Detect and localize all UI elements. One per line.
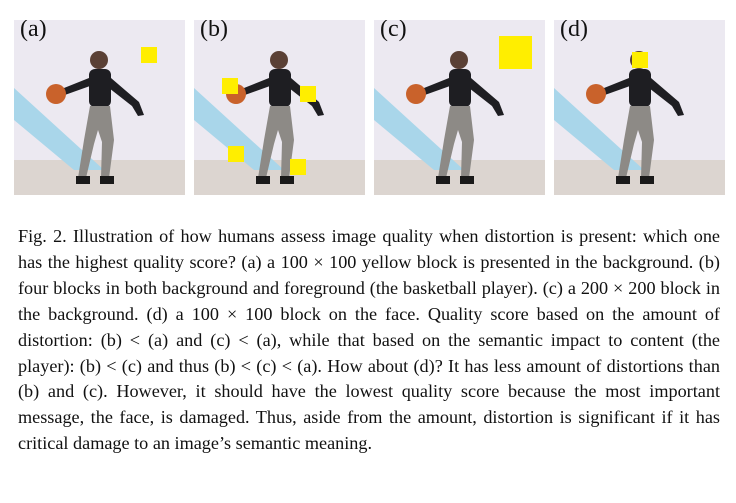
distortion-block	[499, 36, 532, 69]
distortion-block	[141, 47, 157, 63]
distortion-block	[290, 159, 306, 175]
panel-label: (d)	[560, 20, 588, 42]
panel-c-image	[374, 20, 545, 195]
panel-a: (a)	[14, 20, 185, 195]
panel-b: (b)	[194, 20, 365, 195]
figure: (a) (b)	[14, 20, 725, 195]
panel-label: (c)	[380, 20, 407, 42]
panel-a-image	[14, 20, 185, 195]
distortion-block	[300, 86, 316, 102]
caption-text: Fig. 2. Illustration of how humans asses…	[18, 226, 720, 454]
panel-label: (b)	[200, 20, 228, 42]
player	[46, 51, 144, 184]
panel-b-image	[194, 20, 365, 195]
figure-caption: Fig. 2. Illustration of how humans asses…	[18, 224, 720, 457]
panel-label: (a)	[20, 20, 47, 42]
distortion-block	[632, 52, 648, 68]
player	[586, 51, 684, 184]
distortion-block	[228, 146, 244, 162]
distortion-block	[222, 78, 238, 94]
panel-c: (c)	[374, 20, 545, 195]
panel-d-image	[554, 20, 725, 195]
panel-d: (d)	[554, 20, 725, 195]
player	[406, 51, 504, 184]
